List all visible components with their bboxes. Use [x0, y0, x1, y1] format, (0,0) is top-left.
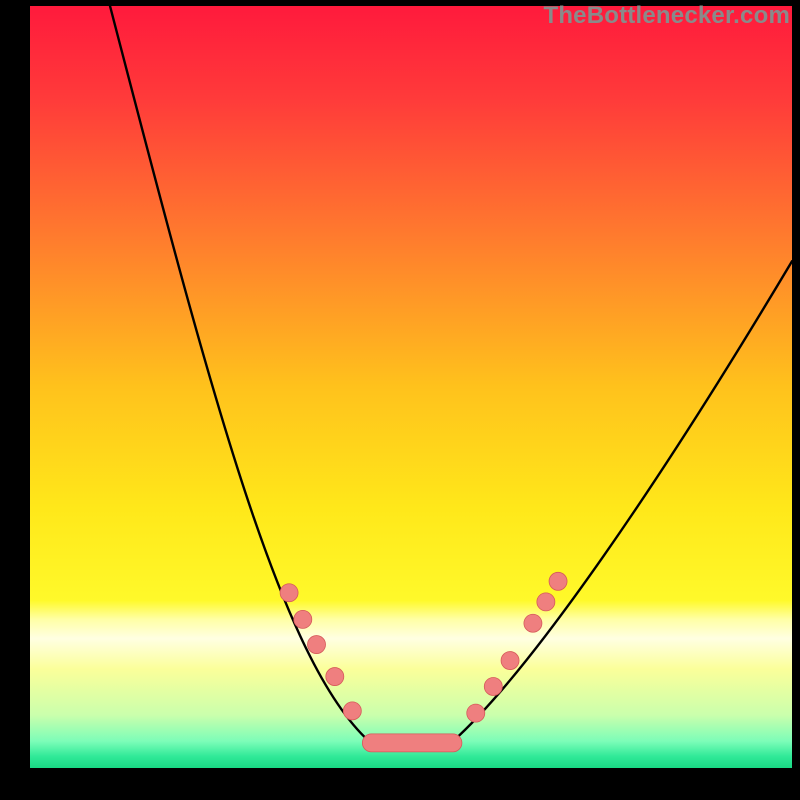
marker-dot [524, 614, 542, 632]
marker-dot [549, 572, 567, 590]
chart-frame: TheBottlenecker.com [0, 0, 800, 800]
marker-dot [537, 593, 555, 611]
marker-dot [308, 636, 326, 654]
marker-dot [467, 704, 485, 722]
marker-dot [326, 668, 344, 686]
marker-dot [501, 652, 519, 670]
marker-dot [294, 610, 312, 628]
marker-dot [343, 702, 361, 720]
watermark-text: TheBottlenecker.com [543, 2, 790, 30]
gradient-background [30, 6, 792, 768]
marker-dot [484, 677, 502, 695]
bottleneck-chart [30, 6, 792, 768]
marker-dot [280, 584, 298, 602]
marker-bottom-capsule [362, 734, 462, 752]
